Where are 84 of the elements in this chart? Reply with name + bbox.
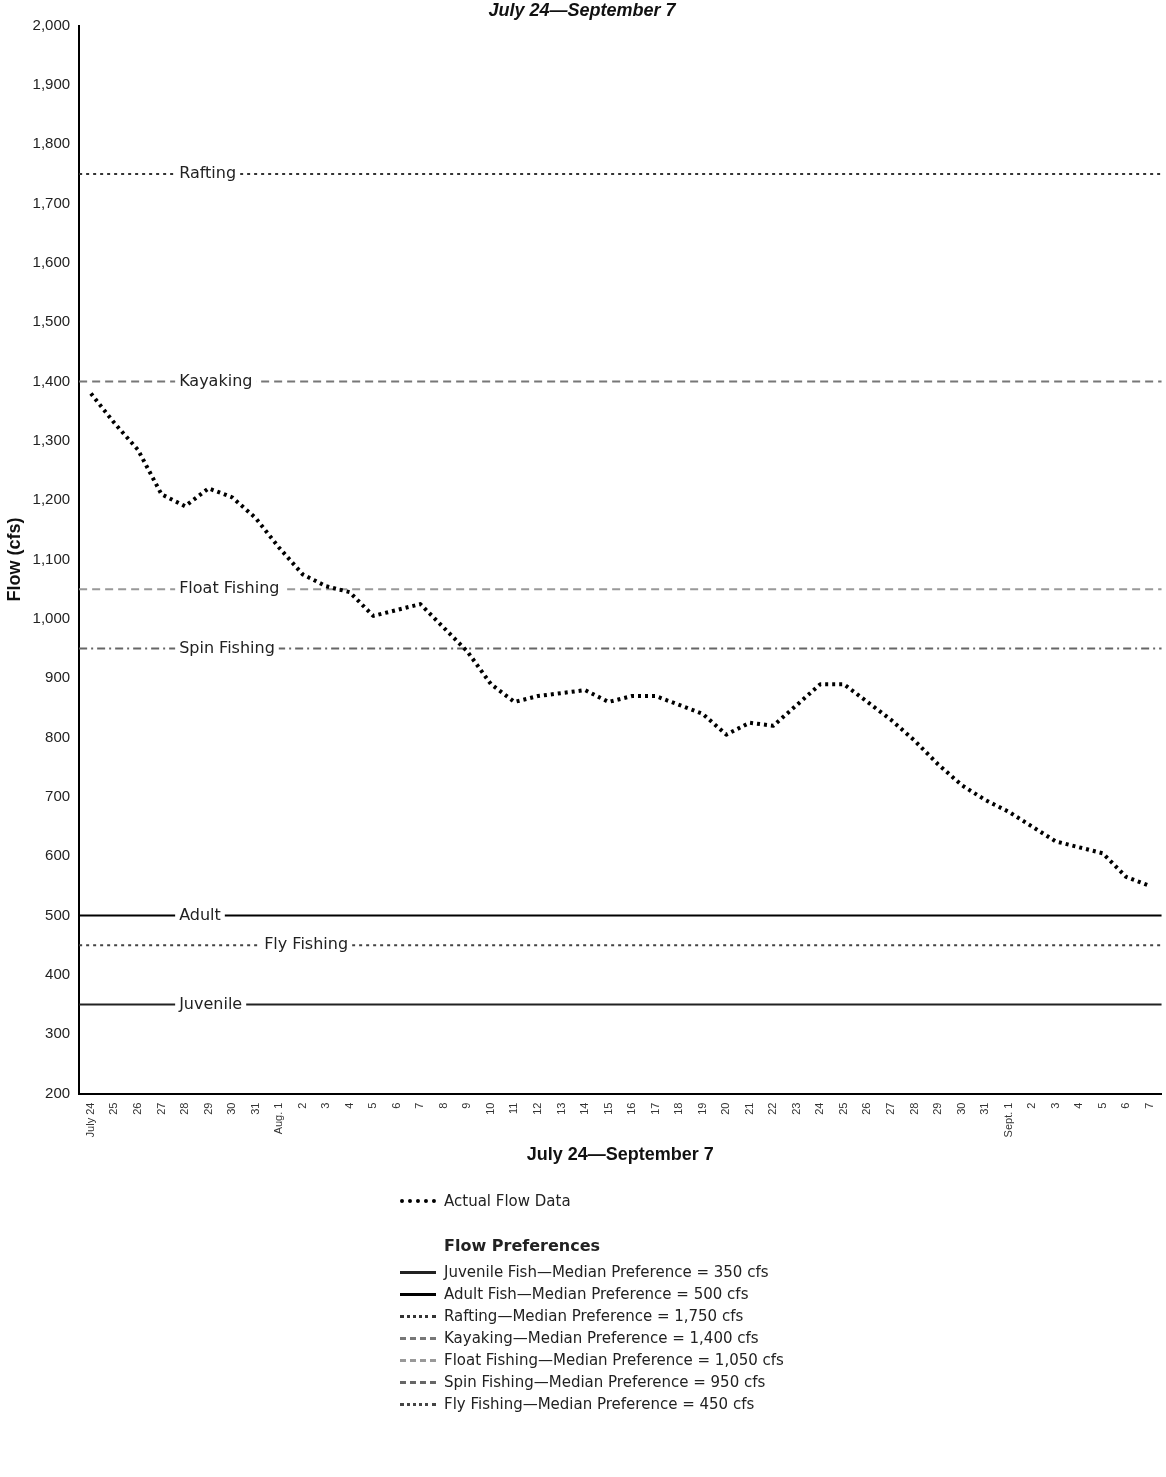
ref-line-label: Rafting xyxy=(179,163,237,183)
x-tick-label: 27 xyxy=(154,1102,167,1115)
x-tick-label: 25 xyxy=(836,1102,849,1115)
x-tick-label: 30 xyxy=(954,1102,967,1115)
ref-line-label: Adult xyxy=(179,904,221,924)
legend-title: Flow Preferences xyxy=(444,1236,602,1255)
x-tick-label: 5 xyxy=(366,1102,379,1109)
y-tick-label: 700 xyxy=(45,787,71,805)
x-tick-label: 31 xyxy=(978,1102,991,1115)
x-tick-label: 2 xyxy=(295,1102,308,1109)
y-tick-label: 200 xyxy=(45,1083,71,1101)
x-tick-label: 14 xyxy=(578,1102,591,1115)
text: Adult Fish—Median Preference = 500 cfs xyxy=(444,1285,749,1303)
x-tick-label: 15 xyxy=(601,1102,614,1115)
ref-line-label: Float Fishing xyxy=(179,578,280,598)
chart-title: July 24—September 7 xyxy=(488,0,677,20)
x-tick-label: 17 xyxy=(648,1102,661,1115)
text: Spin Fishing—Median Preference = 950 cfs xyxy=(444,1373,766,1391)
x-tick-label: 8 xyxy=(436,1102,449,1109)
x-tick-label: 6 xyxy=(389,1102,402,1109)
x-tick-label: 6 xyxy=(1119,1102,1132,1109)
text: Kayaking—Median Preference = 1,400 cfs xyxy=(444,1329,759,1347)
x-tick-label: 4 xyxy=(1072,1102,1085,1109)
x-tick-label: 30 xyxy=(225,1102,238,1115)
text: Rafting—Median Preference = 1,750 cfs xyxy=(444,1307,744,1325)
x-tick-label: 3 xyxy=(319,1102,332,1109)
x-tick-label: 19 xyxy=(695,1102,708,1115)
x-tick-label: 3 xyxy=(1048,1102,1061,1109)
x-tick-label: 5 xyxy=(1095,1102,1108,1109)
ref-line-label: Kayaking xyxy=(179,370,253,390)
x-tick-label: 4 xyxy=(342,1102,355,1109)
x-tick-label: 7 xyxy=(1142,1102,1155,1109)
y-tick-label: 1,900 xyxy=(32,75,71,93)
y-tick-label: 400 xyxy=(45,965,71,983)
y-tick-label: 500 xyxy=(45,905,71,923)
x-tick-label: 26 xyxy=(130,1102,143,1115)
y-tick-label: 1,400 xyxy=(32,371,71,389)
y-tick-label: 800 xyxy=(45,727,71,745)
x-tick-label: 31 xyxy=(248,1102,261,1115)
x-tick-label: 28 xyxy=(178,1102,191,1115)
text: Float Fishing—Median Preference = 1,050 cfs xyxy=(444,1351,784,1369)
y-tick-label: 1,600 xyxy=(32,253,71,271)
x-tick-label: 28 xyxy=(907,1102,920,1115)
y-tick-label: 1,100 xyxy=(32,549,71,567)
y-tick-label: 300 xyxy=(45,1024,71,1042)
text: Fly Fishing—Median Preference = 450 cfs xyxy=(444,1395,755,1413)
y-tick-label: 1,000 xyxy=(32,609,71,627)
x-tick-label: 16 xyxy=(625,1102,638,1115)
x-tick-label: 21 xyxy=(742,1102,755,1115)
x-tick-label: 7 xyxy=(413,1102,426,1109)
x-tick-label: 23 xyxy=(789,1102,802,1115)
y-tick-label: 1,200 xyxy=(32,490,71,508)
y-tick-label: 1,300 xyxy=(32,431,71,449)
x-tick-label: 29 xyxy=(201,1102,214,1115)
y-tick-label: 2,000 xyxy=(32,15,71,33)
x-tick-label: 27 xyxy=(883,1102,896,1115)
x-axis-title: July 24—September 7 xyxy=(526,1144,714,1165)
x-tick-label: July 24 xyxy=(83,1102,96,1138)
y-tick-label: 600 xyxy=(45,846,71,864)
x-tick-label: 26 xyxy=(860,1102,873,1115)
x-tick-label: 20 xyxy=(719,1102,732,1115)
x-tick-label: 22 xyxy=(766,1102,779,1115)
y-tick-label: 1,500 xyxy=(32,312,71,330)
x-tick-label: 10 xyxy=(483,1102,496,1115)
x-tick-label: 12 xyxy=(531,1102,544,1115)
ref-line-label: Spin Fishing xyxy=(179,637,275,657)
x-tick-label: Sept. 1 xyxy=(1001,1102,1014,1138)
ref-line-label: Juvenile xyxy=(178,993,243,1013)
x-tick-label: Aug. 1 xyxy=(272,1102,285,1135)
x-tick-label: 9 xyxy=(460,1102,473,1109)
x-tick-label: 11 xyxy=(507,1102,520,1114)
x-tick-label: 24 xyxy=(813,1102,826,1115)
text: Juvenile Fish—Median Preference = 350 cfs xyxy=(444,1263,769,1281)
y-tick-label: 1,800 xyxy=(32,134,71,152)
y-axis-title: Flow (cfs) xyxy=(3,517,24,602)
x-tick-label: 18 xyxy=(672,1102,685,1115)
y-tick-label: 900 xyxy=(45,668,71,686)
ref-line-label: Fly Fishing xyxy=(264,934,349,954)
legend-label: Actual Flow Data xyxy=(444,1192,571,1210)
x-tick-label: 25 xyxy=(107,1102,120,1115)
x-tick-label: 2 xyxy=(1025,1102,1038,1109)
y-tick-label: 1,700 xyxy=(32,193,71,211)
x-tick-label: 13 xyxy=(554,1102,567,1115)
x-tick-label: 29 xyxy=(931,1102,944,1115)
